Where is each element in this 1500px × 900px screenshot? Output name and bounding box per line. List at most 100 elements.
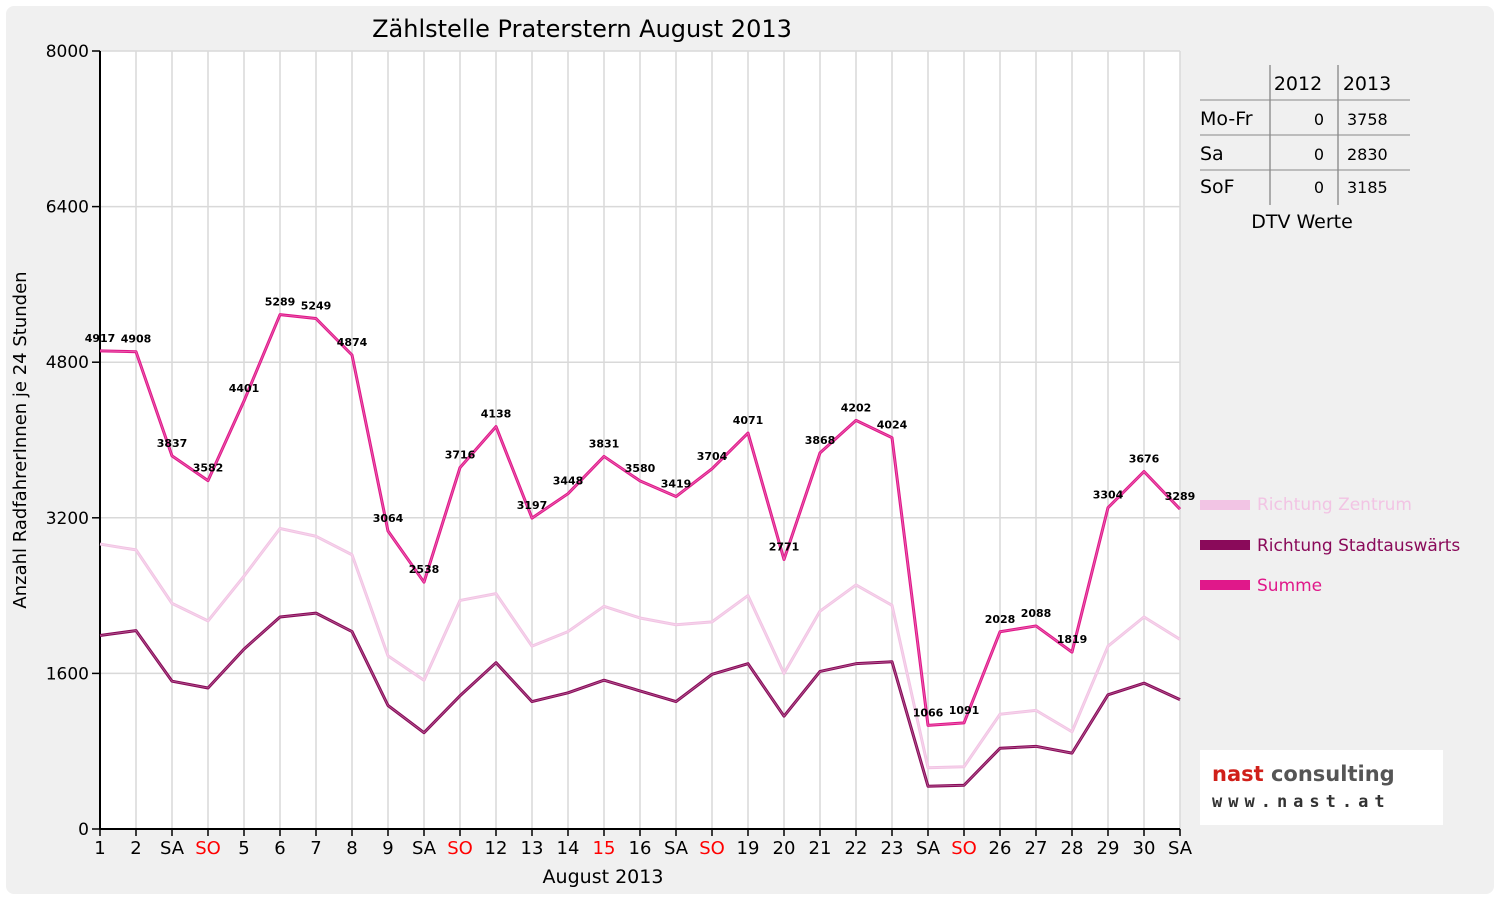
dtv-cell-2013: 3758 [1347,110,1388,129]
x-tick-label: SA [664,838,689,859]
chart-title: Zählstelle Praterstern August 2013 [372,15,792,43]
series-line-richtung-zentrum-highlight [99,528,1181,769]
dtv-row-label: SoF [1200,176,1235,198]
data-label: 3582 [193,462,224,475]
data-label: 3448 [553,475,584,488]
series-line-richtung-zentrum [99,526,1181,770]
x-tick-label: 14 [557,838,580,859]
x-tick-label: SA [916,838,941,859]
series-line-richtung-stadtauswaerts [99,611,1181,788]
x-tick-label: 8 [346,838,357,859]
data-label: 4138 [481,408,512,421]
data-label: 4024 [877,419,908,432]
series-lines [99,313,1182,788]
x-tick-label: 22 [845,838,868,859]
y-tick-label: 1600 [46,664,89,684]
series-line-summe-highlight [99,314,1181,726]
logo-wordmark: nast consulting [1212,762,1395,786]
series-line-summe [99,313,1182,727]
x-tick-label: 5 [238,838,249,859]
legend-label-stadtauswaerts: Richtung Stadtauswärts [1257,536,1460,556]
data-label: 1819 [1057,633,1088,646]
legend: Richtung Zentrum Richtung Stadtauswärts … [1200,495,1460,596]
y-tick-label: 4800 [46,353,89,373]
x-tick-label: SA [412,838,437,859]
legend-swatch-stadtauswaerts [1200,540,1250,550]
dtv-cell-2013: 2830 [1347,145,1388,164]
x-tick-label: 13 [521,838,544,859]
x-tick-label: 9 [382,838,393,859]
x-tick-label: 1 [94,838,105,859]
data-label: 4401 [229,382,260,395]
data-label: 2028 [985,613,1016,626]
legend-swatch-summe [1200,580,1250,590]
logo-url: www.nast.at [1212,792,1391,812]
y-axis-label: Anzahl RadfahrerInnen je 24 Stunden [10,271,31,608]
data-label: 3064 [373,512,404,525]
data-label: 1091 [949,704,980,717]
data-label: 3419 [661,478,692,491]
data-label: 3716 [445,449,476,462]
y-tick-label: 0 [78,820,89,840]
legend-label-zentrum: Richtung Zentrum [1257,495,1412,515]
data-label: 5249 [301,300,332,313]
data-label: 2771 [769,541,800,554]
data-label: 3304 [1093,489,1124,502]
data-label: 3676 [1129,453,1160,466]
logo-consulting: consulting [1263,762,1395,786]
dtv-cell-2013: 3185 [1347,178,1388,197]
data-labels: 4917 4908 3837 3582 4401 5289 5249 4874 3064 2538… [85,296,1196,720]
x-tick-label: 19 [737,838,760,859]
data-label: 4874 [337,336,368,349]
dtv-row-label: Sa [1200,143,1224,165]
x-tick-label: 20 [773,838,796,859]
data-label: 3289 [1165,490,1196,503]
y-tick-label: 6400 [46,198,89,218]
logo-brand: nast [1212,762,1264,786]
series-line-richtung-stadtauswaerts-highlight [99,612,1181,787]
grid [100,50,1181,830]
x-tick-label: SO [195,838,221,859]
dtv-caption: DTV Werte [1251,211,1353,233]
dtv-row-label: Mo-Fr [1200,108,1253,130]
x-tick-labels: 1 2 SA SO 5 6 7 8 9 SA SO 12 13 14 15 16 SA SO 19 20 21 22 23 S… [94,829,1193,859]
dtv-cell-2012: 0 [1314,110,1324,129]
data-label: 3837 [157,437,188,450]
x-tick-label: 21 [809,838,832,859]
x-tick-label: 2 [130,838,141,859]
dtv-cell-2012: 0 [1314,178,1324,197]
dtv-table: 2012 2013 Mo-Fr 0 3758 Sa 0 2830 SoF 0 3… [1200,65,1410,233]
data-label: 4202 [841,401,872,414]
y-tick-label: 8000 [46,42,89,62]
x-tick-label: 30 [1133,838,1156,859]
x-tick-label: SO [699,838,725,859]
data-label: 4917 [85,332,116,345]
data-label: 3197 [517,499,548,512]
data-label: 2538 [409,563,440,576]
x-axis-label: August 2013 [543,866,664,888]
dtv-header-2012: 2012 [1274,73,1322,95]
x-tick-label: 16 [629,838,652,859]
data-label: 3868 [805,434,836,447]
data-label: 3580 [625,462,656,475]
x-tick-label: SO [951,838,977,859]
data-label: 4908 [121,333,152,346]
x-tick-label: 28 [1061,838,1084,859]
x-tick-label: 26 [989,838,1012,859]
data-label: 3831 [589,437,620,450]
legend-label-summe: Summe [1257,576,1322,596]
x-tick-label: 27 [1025,838,1048,859]
x-tick-label: SA [160,838,185,859]
dtv-cell-2012: 0 [1314,145,1324,164]
y-tick-labels: 0 1600 3200 4800 6400 8000 [46,42,100,840]
x-tick-label: 7 [310,838,321,859]
data-label: 5289 [265,296,296,309]
data-label: 4071 [733,414,764,427]
company-logo: nast consulting www.nast.at [1200,750,1443,825]
x-tick-label: 15 [593,838,616,859]
x-tick-label: 29 [1097,838,1120,859]
x-tick-label: 23 [881,838,904,859]
dtv-header-2013: 2013 [1343,73,1391,95]
x-tick-label: 6 [274,838,285,859]
